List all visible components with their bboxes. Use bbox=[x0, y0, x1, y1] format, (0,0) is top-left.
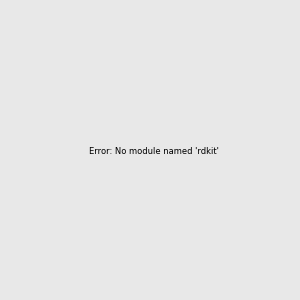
Text: Error: No module named 'rdkit': Error: No module named 'rdkit' bbox=[89, 147, 219, 156]
